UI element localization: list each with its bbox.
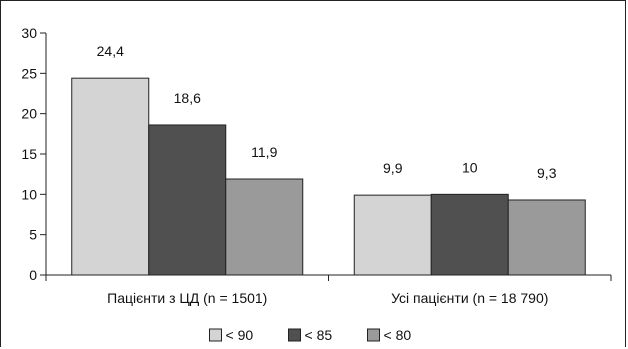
bar — [430, 193, 509, 276]
y-axis: 0 5 10 15 20 25 30 — [21, 25, 47, 283]
value-label: 10 — [462, 159, 478, 175]
legend: < 90 < 85 < 80 — [209, 327, 412, 343]
value-label: 24,4 — [97, 43, 124, 59]
value-label: 11,9 — [251, 144, 277, 160]
category-label: Пацієнти з ЦД (n = 1501) — [107, 290, 267, 306]
value-label: 9,3 — [537, 165, 557, 181]
legend-label: < 80 — [384, 327, 412, 343]
y-tick-label: 0 — [29, 267, 37, 283]
value-label: 18,6 — [174, 90, 201, 106]
legend-swatch — [367, 328, 380, 342]
bar — [148, 124, 227, 276]
legend-label: < 90 — [226, 327, 254, 343]
category-labels: Пацієнти з ЦД (n = 1501) Усі пацієнти (n … — [107, 290, 548, 306]
x-axis — [45, 274, 612, 281]
y-tick-label: 10 — [21, 186, 37, 202]
y-tick-label: 15 — [21, 146, 37, 162]
value-labels: 24,4 18,6 11,9 9,9 10 9,3 — [97, 43, 557, 181]
legend-swatch — [209, 328, 222, 342]
y-tick-label: 25 — [21, 65, 37, 81]
y-tick-label: 5 — [29, 227, 37, 243]
bar — [225, 178, 304, 276]
legend-label: < 85 — [305, 327, 333, 343]
bar — [507, 199, 586, 276]
legend-swatch — [288, 328, 301, 342]
bar — [353, 194, 432, 276]
y-tick-label: 30 — [21, 25, 37, 41]
category-label: Усі пацієнти (n = 18 790) — [391, 290, 548, 306]
y-tick-label: 20 — [21, 106, 37, 122]
value-label: 9,9 — [383, 160, 403, 176]
bars — [71, 77, 586, 276]
bar — [71, 77, 150, 276]
